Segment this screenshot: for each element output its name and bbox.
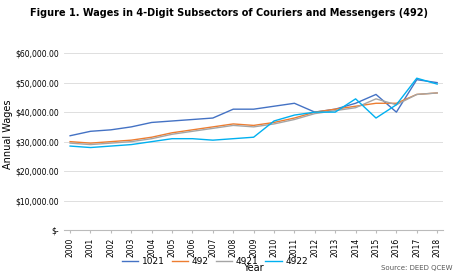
1021 bbox=[88, 130, 93, 133]
4922 bbox=[149, 140, 154, 143]
4922 bbox=[414, 76, 420, 80]
492 bbox=[170, 131, 175, 135]
492 bbox=[393, 102, 399, 105]
1021 bbox=[230, 107, 236, 111]
1021 bbox=[271, 105, 277, 108]
4922 bbox=[271, 119, 277, 123]
492 bbox=[210, 125, 216, 129]
4921 bbox=[67, 141, 73, 145]
492 bbox=[292, 116, 297, 120]
492 bbox=[353, 105, 358, 108]
4921 bbox=[149, 137, 154, 140]
492 bbox=[332, 107, 338, 111]
492 bbox=[67, 140, 73, 143]
4921 bbox=[88, 143, 93, 146]
4921 bbox=[435, 91, 440, 95]
1021 bbox=[170, 119, 175, 123]
4922 bbox=[88, 146, 93, 149]
4921 bbox=[373, 97, 379, 101]
Legend: 1021, 492, 4921, 4922: 1021, 492, 4921, 4922 bbox=[118, 253, 312, 270]
1021 bbox=[332, 107, 338, 111]
4921 bbox=[353, 106, 358, 109]
4921 bbox=[170, 133, 175, 136]
1021 bbox=[353, 102, 358, 105]
1021 bbox=[312, 110, 318, 114]
1021 bbox=[251, 107, 256, 111]
4922 bbox=[128, 143, 134, 146]
4921 bbox=[312, 112, 318, 115]
492 bbox=[108, 140, 114, 143]
4922 bbox=[393, 103, 399, 106]
Line: 4921: 4921 bbox=[70, 93, 437, 145]
4921 bbox=[128, 140, 134, 143]
4922 bbox=[108, 144, 114, 148]
Line: 492: 492 bbox=[70, 93, 437, 143]
4922 bbox=[353, 97, 358, 101]
X-axis label: Year: Year bbox=[243, 263, 264, 273]
4922 bbox=[312, 110, 318, 114]
1021 bbox=[149, 121, 154, 124]
4922 bbox=[67, 144, 73, 148]
492 bbox=[373, 102, 379, 105]
4922 bbox=[292, 113, 297, 117]
4921 bbox=[332, 109, 338, 112]
1021 bbox=[435, 81, 440, 84]
4921 bbox=[271, 122, 277, 125]
492 bbox=[88, 141, 93, 145]
492 bbox=[251, 124, 256, 127]
Text: Source: DEED QCEW: Source: DEED QCEW bbox=[381, 265, 452, 271]
492 bbox=[230, 122, 236, 125]
4921 bbox=[414, 93, 420, 96]
4922 bbox=[251, 136, 256, 139]
4922 bbox=[210, 139, 216, 142]
4921 bbox=[251, 125, 256, 129]
492 bbox=[128, 139, 134, 142]
492 bbox=[414, 93, 420, 96]
4922 bbox=[373, 116, 379, 120]
1021 bbox=[393, 110, 399, 114]
1021 bbox=[373, 93, 379, 96]
4921 bbox=[210, 127, 216, 130]
4921 bbox=[108, 141, 114, 145]
Line: 4922: 4922 bbox=[70, 78, 437, 147]
1021 bbox=[292, 102, 297, 105]
Line: 1021: 1021 bbox=[70, 80, 437, 136]
4922 bbox=[332, 110, 338, 114]
492 bbox=[271, 121, 277, 124]
492 bbox=[190, 128, 195, 132]
4922 bbox=[190, 137, 195, 140]
1021 bbox=[128, 125, 134, 129]
4922 bbox=[170, 137, 175, 140]
Y-axis label: Annual Wages: Annual Wages bbox=[3, 99, 13, 169]
1021 bbox=[108, 128, 114, 132]
1021 bbox=[190, 118, 195, 121]
1021 bbox=[67, 134, 73, 137]
492 bbox=[149, 136, 154, 139]
1021 bbox=[210, 116, 216, 120]
4922 bbox=[230, 137, 236, 140]
4921 bbox=[230, 124, 236, 127]
4921 bbox=[393, 103, 399, 106]
492 bbox=[312, 110, 318, 114]
492 bbox=[435, 91, 440, 95]
4922 bbox=[435, 82, 440, 86]
1021 bbox=[414, 78, 420, 81]
4921 bbox=[190, 130, 195, 133]
Text: Figure 1. Wages in 4-Digit Subsectors of Couriers and Messengers (492): Figure 1. Wages in 4-Digit Subsectors of… bbox=[30, 8, 427, 18]
4921 bbox=[292, 118, 297, 121]
